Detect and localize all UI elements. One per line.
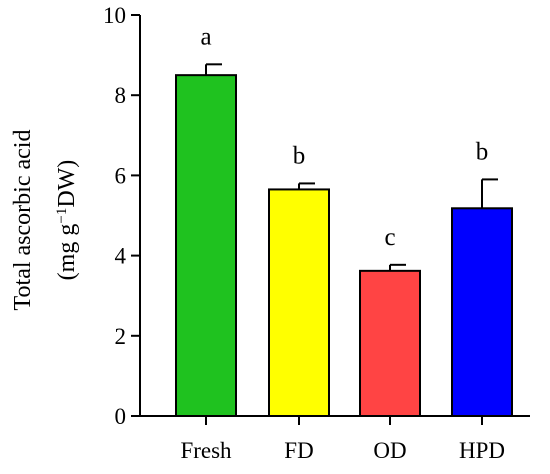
y-tick-label-4: 4 <box>115 244 127 269</box>
x-tick-label-od: OD <box>373 438 406 463</box>
x-tick-label-fd: FD <box>284 438 313 463</box>
y-tick-label-2: 2 <box>115 324 127 349</box>
y-tick-labels-group: 0 2 4 6 8 10 <box>103 3 127 429</box>
x-tick-label-fresh: Fresh <box>180 438 232 463</box>
bar-od <box>359 269 421 418</box>
significance-letter-hpd: b <box>476 138 489 165</box>
y-tick-label-6: 6 <box>115 163 127 188</box>
y-axis-label-line1: Total ascorbic acid <box>10 130 36 311</box>
significance-letter-fresh: a <box>200 23 211 50</box>
y-tick-label-10: 10 <box>103 3 126 28</box>
x-tick-labels-group: Fresh FD OD HPD <box>180 438 505 463</box>
significance-letters-group: a b c b <box>200 23 488 251</box>
axes-group <box>131 14 530 425</box>
error-bars-group <box>205 63 498 271</box>
y-axis-label: Total ascorbic acid (mg g−1DW) <box>10 130 80 311</box>
bars-group <box>175 74 513 418</box>
significance-letter-fd: b <box>293 142 306 169</box>
bar-fresh <box>175 74 237 418</box>
x-tick-label-hpd: HPD <box>459 438 505 463</box>
significance-letter-od: c <box>384 224 395 251</box>
y-tick-label-0: 0 <box>115 404 127 429</box>
bar-fd <box>268 188 330 417</box>
y-axis-label-line2: (mg g−1DW) <box>54 160 80 281</box>
bar-hpd <box>451 207 513 417</box>
y-tick-label-8: 8 <box>115 83 127 108</box>
